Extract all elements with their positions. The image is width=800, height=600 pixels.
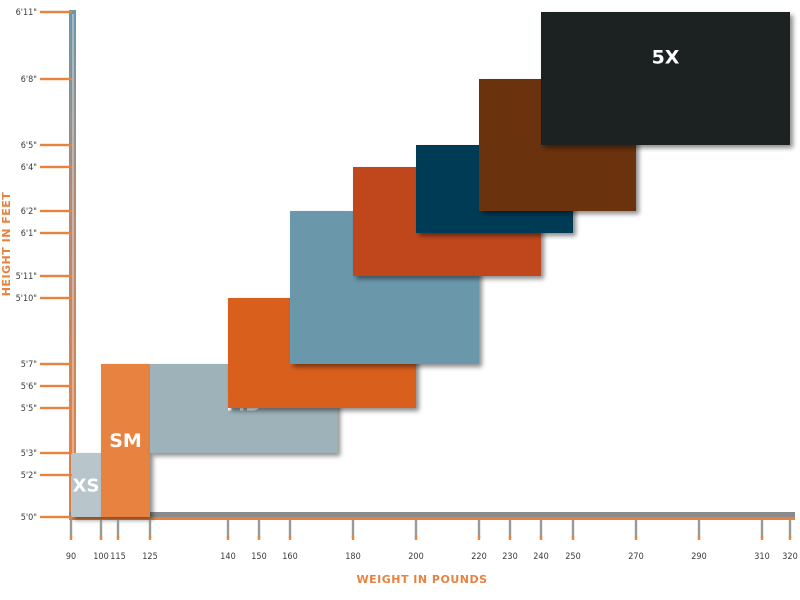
x-tick-label: 310 xyxy=(754,552,769,562)
size-box-sm: SM xyxy=(101,364,150,517)
y-axis-line xyxy=(69,10,76,518)
x-tick xyxy=(539,520,543,538)
x-tick-accent xyxy=(226,536,230,540)
x-tick xyxy=(257,520,261,538)
y-tick xyxy=(40,274,72,278)
x-tick-accent xyxy=(788,536,792,540)
y-tick-label: 5'5" xyxy=(21,404,37,414)
x-tick-label: 115 xyxy=(110,552,125,562)
x-tick xyxy=(477,520,481,538)
x-tick-label: 220 xyxy=(471,552,486,562)
x-tick-accent xyxy=(760,536,764,540)
y-tick-label: 5'10" xyxy=(16,294,37,304)
x-tick-accent xyxy=(257,536,261,540)
y-tick xyxy=(40,515,72,519)
y-tick xyxy=(40,406,72,410)
size-box-xs: XS xyxy=(71,453,101,517)
x-tick-accent xyxy=(288,536,292,540)
x-tick xyxy=(288,520,292,538)
x-tick-label: 100 xyxy=(93,552,108,562)
size-label-sm: SM xyxy=(109,430,142,452)
y-tick-label: 5'11" xyxy=(16,272,37,282)
x-tick-accent xyxy=(414,536,418,540)
x-tick-label: 230 xyxy=(502,552,517,562)
y-tick xyxy=(40,10,72,14)
x-tick-label: 160 xyxy=(282,552,297,562)
x-tick-label: 125 xyxy=(142,552,157,562)
x-tick xyxy=(351,520,355,538)
x-tick xyxy=(788,520,792,538)
y-axis-highlight xyxy=(72,14,74,514)
y-tick xyxy=(40,77,72,81)
y-tick-label: 6'5" xyxy=(21,141,37,151)
x-axis-accent xyxy=(69,517,795,520)
size-label-xs: XS xyxy=(73,475,100,496)
y-tick xyxy=(40,384,72,388)
x-tick xyxy=(508,520,512,538)
x-tick xyxy=(99,520,103,538)
y-tick-label: 6'4" xyxy=(21,163,37,173)
x-tick-label: 90 xyxy=(66,552,76,562)
x-tick-label: 200 xyxy=(408,552,423,562)
y-tick-label: 6'1" xyxy=(21,229,37,239)
size-label-5x: 5X xyxy=(652,47,680,69)
x-axis-line xyxy=(69,512,795,517)
y-tick xyxy=(40,231,72,235)
x-tick-label: 180 xyxy=(345,552,360,562)
x-axis-title: WEIGHT IN POUNDS xyxy=(356,573,487,586)
x-tick-accent xyxy=(148,536,152,540)
x-tick xyxy=(571,520,575,538)
size-box-fill-xs xyxy=(71,453,101,517)
x-tick xyxy=(760,520,764,538)
y-tick-label: 6'8" xyxy=(21,75,37,85)
size-box-fill-5x xyxy=(541,12,790,145)
x-tick xyxy=(69,520,73,538)
x-tick-accent xyxy=(634,536,638,540)
y-tick xyxy=(40,362,72,366)
x-tick-accent xyxy=(539,536,543,540)
x-tick-label: 270 xyxy=(628,552,643,562)
y-tick-label: 5'6" xyxy=(21,382,37,392)
x-tick-label: 150 xyxy=(251,552,266,562)
size-box-5x: 5X xyxy=(541,12,790,145)
y-tick xyxy=(40,451,72,455)
y-tick xyxy=(40,296,72,300)
y-tick-label: 6'2" xyxy=(21,207,37,217)
x-tick-label: 320 xyxy=(782,552,797,562)
x-tick xyxy=(116,520,120,538)
x-tick xyxy=(697,520,701,538)
x-tick-accent xyxy=(69,536,73,540)
y-tick-label: 6'11" xyxy=(16,8,37,18)
size-box-fill-sm xyxy=(101,364,150,517)
x-tick-accent xyxy=(99,536,103,540)
x-tick-label: 140 xyxy=(220,552,235,562)
x-tick xyxy=(634,520,638,538)
y-axis-title: HEIGHT IN FEET xyxy=(0,192,13,297)
x-tick-accent xyxy=(477,536,481,540)
y-tick xyxy=(40,473,72,477)
y-tick xyxy=(40,165,72,169)
y-tick-label: 5'0" xyxy=(21,513,37,523)
x-tick-label: 250 xyxy=(565,552,580,562)
x-tick-accent xyxy=(116,536,120,540)
x-tick-label: 290 xyxy=(691,552,706,562)
y-tick xyxy=(40,143,72,147)
x-tick-accent xyxy=(351,536,355,540)
x-tick xyxy=(148,520,152,538)
x-tick-label: 240 xyxy=(533,552,548,562)
y-tick-label: 5'7" xyxy=(21,360,37,370)
y-tick xyxy=(40,209,72,213)
x-tick-accent xyxy=(508,536,512,540)
y-tick-label: 5'2" xyxy=(21,471,37,481)
y-tick-label: 5'3" xyxy=(21,449,37,459)
x-tick xyxy=(414,520,418,538)
x-tick xyxy=(226,520,230,538)
x-tick-accent xyxy=(697,536,701,540)
x-tick-accent xyxy=(571,536,575,540)
